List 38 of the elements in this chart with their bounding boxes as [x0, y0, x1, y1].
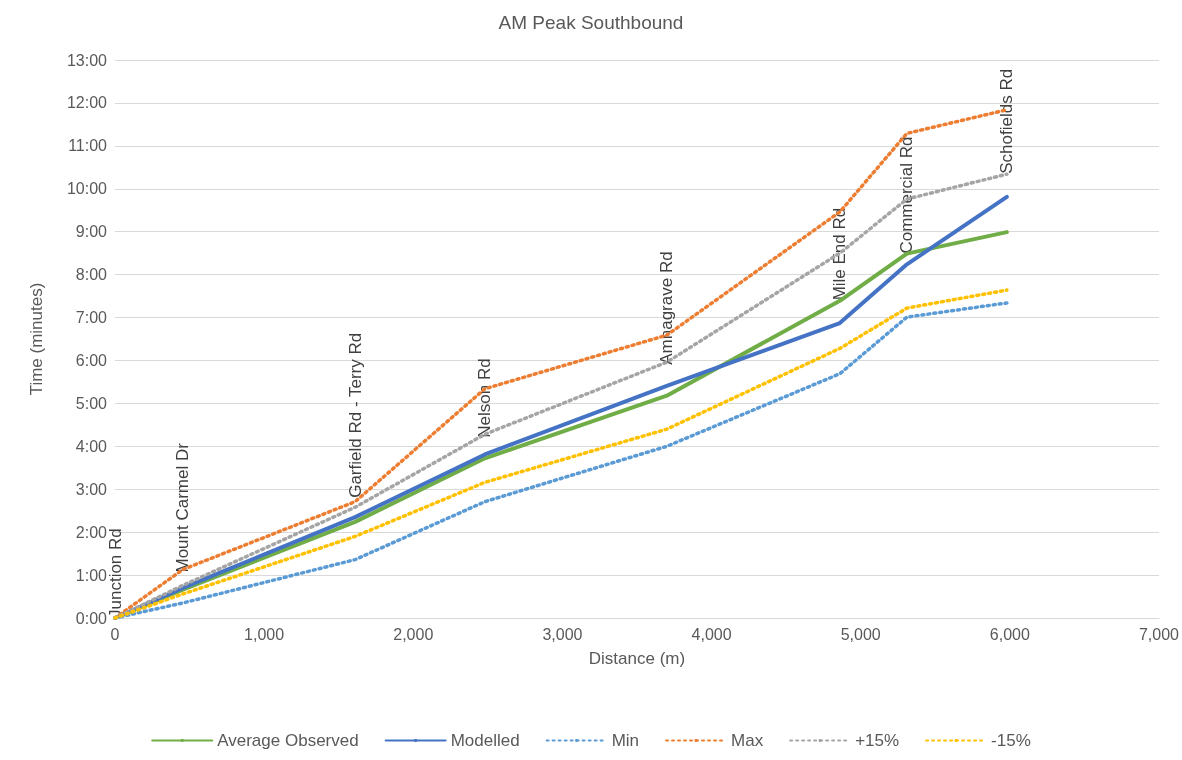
y-tick-label: 7:00 — [75, 309, 108, 327]
x-axis-title: Distance (m) — [588, 649, 686, 668]
y-tick-label: 8:00 — [75, 266, 108, 284]
annotation: Schofields Rd — [997, 68, 1017, 174]
legend-label: Modelled — [450, 731, 520, 750]
annotation: Junction Rd — [105, 528, 125, 618]
annotation: Garfield Rd - Terry Rd — [345, 332, 365, 498]
y-tick-label: 1:00 — [75, 566, 108, 584]
y-tick-label: 2:00 — [75, 523, 108, 541]
y-tick-label: 13:00 — [66, 51, 108, 69]
legend-label: Min — [611, 731, 640, 750]
x-tick-label: 0 — [110, 625, 120, 643]
legend-label: -15% — [991, 731, 1031, 750]
y-tick-label: 3:00 — [75, 480, 108, 498]
legend-label: Max — [731, 731, 764, 750]
y-axis-title: Time (minutes) — [27, 282, 46, 396]
y-tick-label: 9:00 — [75, 223, 108, 241]
y-tick-label: 6:00 — [75, 351, 108, 369]
legend-label: +15% — [855, 731, 900, 750]
x-tick-label: 2,000 — [393, 625, 434, 643]
x-tick-label: 6,000 — [989, 625, 1030, 643]
x-tick-label: 5,000 — [840, 625, 881, 643]
y-tick-label: 11:00 — [68, 137, 108, 155]
y-tick-label: 4:00 — [75, 437, 108, 455]
y-tick-label: 5:00 — [75, 394, 108, 412]
y-tick-label: 0:00 — [75, 609, 108, 627]
annotation: Commercial Rd — [897, 136, 917, 254]
x-tick-label: 1,000 — [244, 625, 285, 643]
legend-label: Average Observed — [217, 731, 359, 750]
y-tick-label: 10:00 — [66, 180, 108, 198]
x-tick-label: 4,000 — [691, 625, 732, 643]
annotation: Nelson Rd — [475, 358, 495, 438]
annotation: Amnagrave Rd — [657, 251, 677, 365]
chart-title: AM Peak Southbound — [498, 12, 684, 33]
y-tick-label: 12:00 — [66, 94, 108, 112]
x-tick-label: 3,000 — [542, 625, 583, 643]
x-tick-label: 7,000 — [1138, 625, 1180, 643]
annotation: Mount Carmel Dr — [173, 442, 193, 573]
